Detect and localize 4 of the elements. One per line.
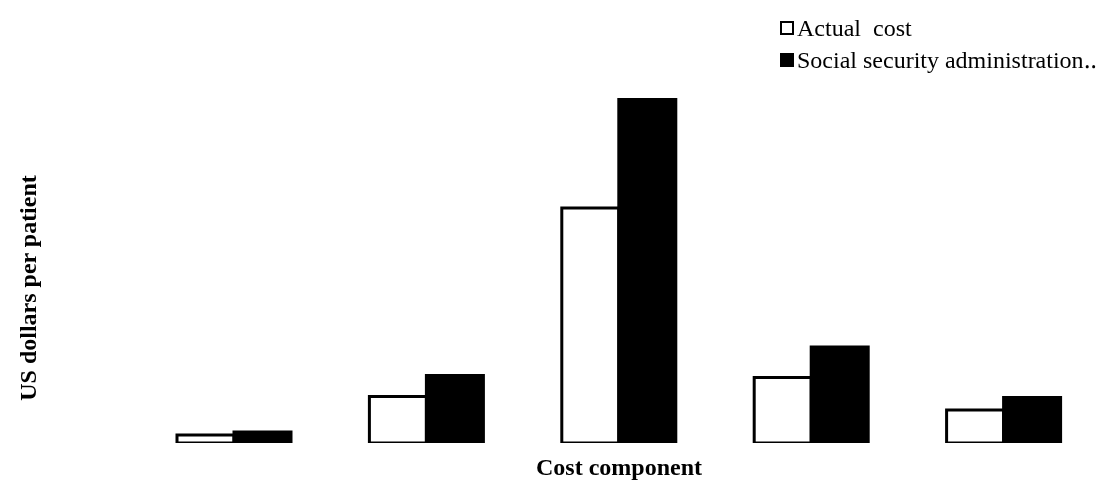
- legend-label: Social security administration‥: [797, 46, 1097, 75]
- legend-label: Actual cost: [797, 14, 912, 43]
- x-axis-title: Cost component: [536, 454, 702, 480]
- y-axis-title: US dollars per patient: [14, 175, 42, 401]
